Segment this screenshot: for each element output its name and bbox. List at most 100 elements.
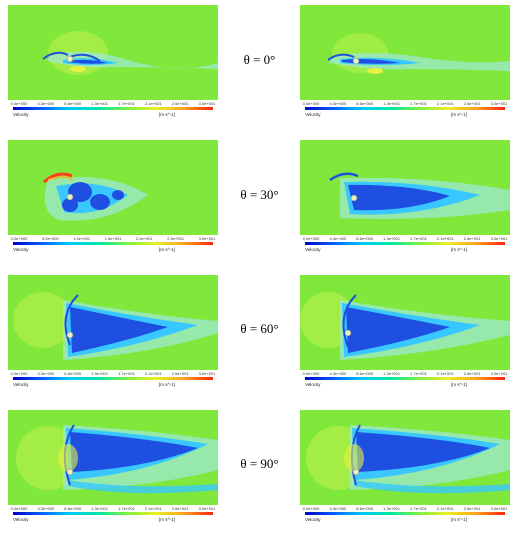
- colorbar-tick-label: 2.6e+001: [463, 371, 481, 376]
- colorbar: [13, 512, 213, 515]
- colorbar-tick-label: 2.0e+001: [135, 236, 153, 241]
- colorbar-tick-label: 2.6e+001: [171, 101, 189, 106]
- colorbar-variable-label: Velocity: [13, 112, 29, 117]
- colorbar: [305, 242, 505, 245]
- contour-panel-right-0: [300, 5, 510, 125]
- colorbar-unit-label: [m s^-1]: [451, 112, 467, 117]
- contour-panel-right-60: [300, 275, 510, 395]
- colorbar-tick-label: 3.0e+001: [198, 506, 216, 511]
- colorbar-tick-label: 2.6e+001: [463, 506, 481, 511]
- colorbar-tick-label: 8.6e+000: [356, 371, 374, 376]
- colorbar-tick-label: 2.6e+001: [171, 371, 189, 376]
- colorbar: [13, 242, 213, 245]
- angle-label-30: θ = 30°: [240, 187, 279, 202]
- colorbar-tick-label: 1.7e+001: [410, 101, 427, 106]
- colorbar-unit-label: [m s^-1]: [159, 382, 175, 387]
- colorbar-tick-label: 2.1e+001: [436, 371, 454, 376]
- colorbar-tick-label: 4.3e+000: [37, 371, 55, 376]
- colorbar-tick-label: 1.7e+001: [410, 506, 427, 511]
- colorbar-tick-label: 1.3e+001: [383, 236, 400, 241]
- angle-label-0: θ = 0°: [243, 52, 276, 67]
- colorbar-tick-label: 1.7e+001: [118, 101, 135, 106]
- colorbar-variable-label: Velocity: [305, 112, 321, 117]
- colorbar-tick-label: 0.0e+000: [302, 371, 320, 376]
- colorbar-unit-label: [m s^-1]: [451, 382, 467, 387]
- colorbar-tick-label: 8.6e+000: [64, 506, 82, 511]
- colorbar-tick-label: 5.0e+000: [41, 236, 59, 241]
- colorbar-tick-label: 2.5e+001: [167, 236, 185, 241]
- contour-panel-left-90: [8, 410, 218, 530]
- contour-panel-right-90: [300, 410, 510, 530]
- colorbar-tick-label: 3.0e+001: [490, 236, 508, 241]
- colorbar-tick-label: 2.1e+001: [144, 371, 162, 376]
- colorbar-tick-label: 3.0e+001: [490, 371, 508, 376]
- colorbar-tick-label: 0.0e+000: [10, 506, 28, 511]
- colorbar-tick-label: 0.0e+000: [10, 236, 28, 241]
- colorbar-tick-label: 0.0e+000: [302, 236, 320, 241]
- contour-panel-left-0: [8, 5, 218, 125]
- colorbar-tick-label: 1.3e+001: [91, 101, 108, 106]
- colorbar-tick-label: 8.6e+000: [356, 236, 374, 241]
- colorbar-tick-label: 8.6e+000: [64, 371, 82, 376]
- colorbar-tick-label: 1.0e+001: [73, 236, 91, 241]
- colorbar-tick-label: 4.3e+000: [37, 506, 55, 511]
- contour-panel-left-60: [8, 275, 218, 395]
- angle-label-60: θ = 60°: [240, 321, 279, 336]
- colorbar-variable-label: Velocity: [305, 517, 321, 522]
- colorbar-tick-label: 4.3e+000: [37, 101, 55, 106]
- colorbar-tick-label: 2.6e+001: [171, 506, 189, 511]
- colorbar-tick-label: 1.3e+001: [91, 371, 108, 376]
- colorbar-unit-label: [m s^-1]: [159, 247, 175, 252]
- colorbar-tick-label: 2.1e+001: [144, 506, 162, 511]
- colorbar-tick-label: 2.6e+001: [463, 236, 481, 241]
- colorbar: [305, 107, 505, 110]
- colorbar-tick-label: 2.1e+001: [436, 101, 454, 106]
- contour-panel-right-30: [300, 140, 510, 260]
- colorbar-tick-label: 8.6e+000: [356, 506, 374, 511]
- colorbar-tick-label: 4.3e+000: [329, 236, 347, 241]
- colorbar-tick-label: 3.0e+001: [198, 101, 216, 106]
- colorbar-tick-label: 4.3e+000: [329, 506, 347, 511]
- colorbar-unit-label: [m s^-1]: [451, 247, 467, 252]
- colorbar-tick-label: 2.1e+001: [144, 101, 162, 106]
- colorbar-tick-label: 2.6e+001: [463, 101, 481, 106]
- colorbar-tick-label: 3.0e+001: [198, 371, 216, 376]
- colorbar: [305, 512, 505, 515]
- colorbar-tick-label: 4.3e+000: [329, 371, 347, 376]
- colorbar: [13, 107, 213, 110]
- colorbar-variable-label: Velocity: [305, 247, 321, 252]
- colorbar-variable-label: Velocity: [13, 517, 29, 522]
- colorbar-tick-label: 1.3e+001: [91, 506, 108, 511]
- colorbar-tick-label: 1.7e+001: [410, 236, 427, 241]
- colorbar-tick-label: 1.5e+001: [104, 236, 122, 241]
- angle-label-90: θ = 90°: [240, 456, 279, 471]
- colorbar-tick-label: 1.7e+001: [118, 506, 135, 511]
- colorbar: [305, 377, 505, 380]
- colorbar-tick-label: 0.0e+000: [10, 371, 28, 376]
- colorbar-tick-label: 3.0e+001: [490, 101, 508, 106]
- colorbar-tick-label: 2.1e+001: [436, 506, 454, 511]
- colorbar-tick-label: 1.7e+001: [410, 371, 427, 376]
- colorbar-tick-label: 2.1e+001: [436, 236, 454, 241]
- colorbar-variable-label: Velocity: [13, 247, 29, 252]
- contour-panel-left-30: [8, 140, 218, 260]
- colorbar-variable-label: Velocity: [305, 382, 321, 387]
- colorbar: [13, 377, 213, 380]
- colorbar-tick-label: 0.0e+000: [10, 101, 28, 106]
- colorbar-unit-label: [m s^-1]: [159, 517, 175, 522]
- colorbar-tick-label: 1.3e+001: [383, 371, 400, 376]
- colorbar-tick-label: 1.3e+001: [383, 506, 400, 511]
- colorbar-tick-label: 0.0e+000: [302, 101, 320, 106]
- colorbar-tick-label: 4.3e+000: [329, 101, 347, 106]
- colorbar-tick-label: 1.7e+001: [118, 371, 135, 376]
- colorbar-tick-label: 8.6e+000: [64, 101, 82, 106]
- colorbar-tick-label: 1.3e+001: [383, 101, 400, 106]
- colorbar-tick-label: 3.0e+001: [198, 236, 216, 241]
- colorbar-tick-label: 3.0e+001: [490, 506, 508, 511]
- colorbar-unit-label: [m s^-1]: [451, 517, 467, 522]
- colorbar-tick-label: 0.0e+000: [302, 506, 320, 511]
- colorbar-unit-label: [m s^-1]: [159, 112, 175, 117]
- colorbar-tick-label: 8.6e+000: [356, 101, 374, 106]
- colorbar-variable-label: Velocity: [13, 382, 29, 387]
